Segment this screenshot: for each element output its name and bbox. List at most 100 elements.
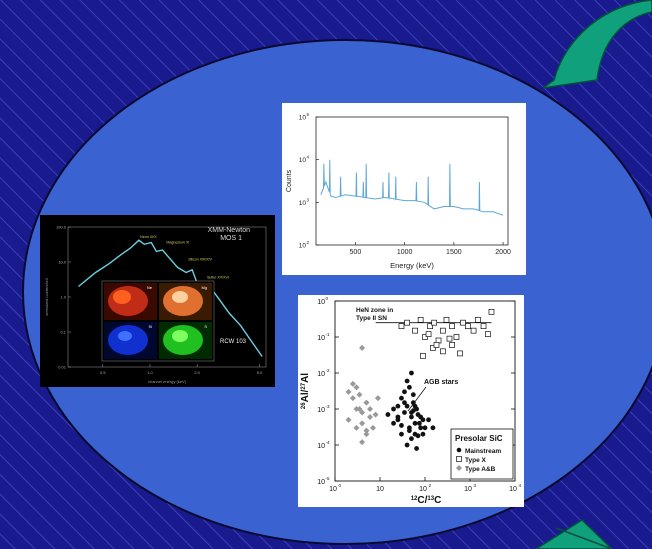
gamma-spectrum-panel: Counts Energy (keV) 10 5 10 4 10 3 10 2 500 1000… <box>282 103 526 275</box>
gamma-x-tick-label: 1500 <box>446 249 462 256</box>
mainstream-point <box>416 420 422 426</box>
xmm-y-tick-label: 100.0 <box>56 225 67 230</box>
sic-y-tick-exp: -5 <box>326 476 330 481</box>
xmm-spectrum-chart: XMM-Newton MOS 1 normalized counts/s/keV… <box>40 215 275 387</box>
sic-x-tick-exp: 3 <box>474 483 477 488</box>
arrow-head-icon <box>534 519 614 549</box>
type-ab-point <box>370 424 377 431</box>
type-ab-point <box>359 409 366 416</box>
type-x-point <box>453 334 460 340</box>
gamma-y-label: Counts <box>286 169 293 192</box>
type-x-point <box>398 323 405 330</box>
xmm-spectrum-line <box>78 239 263 357</box>
type-ab-point <box>353 384 360 391</box>
type-ab-point <box>367 413 374 420</box>
gamma-y-tick-label: 10 <box>299 157 307 164</box>
presolar-sic-panel: 26Al/27Al 12C/13C 10 0 10 -1 10 -2 10 -3 10 -4 10-… <box>298 295 524 507</box>
mainstream-point <box>395 403 401 409</box>
type-x-point <box>470 327 477 334</box>
type-ab-point <box>367 406 374 412</box>
type-ab-point <box>359 420 366 427</box>
presolar-sic-chart: 26Al/27Al 12C/13C 10010-110-210-310-410-… <box>300 296 522 506</box>
mainstream-point <box>399 431 404 437</box>
hen-label-1: HeN zone in <box>356 307 393 314</box>
mainstream-point <box>414 446 419 451</box>
sic-y-tick-label: 10 <box>317 479 325 486</box>
type-x-point <box>440 348 446 355</box>
xmm-y-tick-label: 10.0 <box>58 260 67 265</box>
sic-y-tick-label: 10 <box>317 443 325 450</box>
xmm-line-label: Sulfur XV/XVI <box>207 275 229 279</box>
type-x-point <box>457 350 463 357</box>
sic-x-tick-exp: 4 <box>519 483 522 488</box>
xmm-spectrum-panel: XMM-Newton MOS 1 normalized counts/s/keV… <box>40 215 275 387</box>
inset-label-mg: Mg <box>201 285 207 290</box>
type-ab-point <box>356 406 363 412</box>
type-ab-point <box>353 424 360 431</box>
legend-mainstream: Mainstream <box>465 448 501 455</box>
mainstream-point <box>409 436 414 442</box>
sic-y-tick-exp: -3 <box>326 404 330 409</box>
mainstream-point <box>418 425 424 431</box>
type-x-point <box>412 327 418 334</box>
gamma-spectrum-line <box>320 159 504 216</box>
xmm-y-tick-label: 0.01 <box>58 365 67 370</box>
type-ab-point <box>372 411 379 418</box>
type-ab-point <box>359 439 366 446</box>
xmm-title-2: MOS 1 <box>220 235 242 242</box>
inset-label-si: Si <box>148 324 152 329</box>
xmm-y-label: normalized counts/s/keV <box>45 277 49 316</box>
mainstream-point <box>402 410 407 415</box>
xmm-x-tick-label: 1.0 <box>147 370 153 375</box>
type-ab-point <box>363 431 370 438</box>
xmm-line-label: Silicon XIII/XIV <box>188 258 212 262</box>
agb-label: AGB stars <box>424 379 458 386</box>
type-x-point <box>488 308 495 315</box>
mainstream-point <box>406 428 412 434</box>
mainstream-point <box>399 423 404 428</box>
type-x-point <box>431 319 438 326</box>
gamma-plot-frame <box>315 116 509 246</box>
sic-x-tick-label: 10 <box>509 486 517 493</box>
legend-type-ab: Type A&B <box>465 466 496 473</box>
mainstream-point <box>420 431 426 437</box>
xmm-line-label: Neon IX/X <box>140 235 157 239</box>
xmm-insets: Ne Mg Si S <box>101 280 215 362</box>
mainstream-point <box>385 412 391 417</box>
sic-legend: Presolar SiC Mainstream Type X Type A&B <box>450 428 514 480</box>
type-x-point <box>427 323 433 330</box>
hen-label-2: Type II SN <box>356 315 387 322</box>
inset-label-s: S <box>204 324 207 329</box>
sic-x-tick-label: 10 <box>376 486 384 493</box>
type-x-point <box>425 331 432 337</box>
xmm-line-label: Magnesium XI <box>166 240 189 244</box>
gamma-y-tick-label: 10 <box>299 115 307 122</box>
type-x-point <box>422 334 428 340</box>
sic-x-tick-exp: 0 <box>339 483 342 488</box>
mainstream-point <box>395 414 401 420</box>
mainstream-point <box>404 378 410 384</box>
sic-y-tick-label: 10 <box>317 407 325 414</box>
type-ab-point <box>349 395 356 402</box>
agb-pointer <box>407 386 427 412</box>
sic-x-tick-label: 10 <box>329 486 337 493</box>
gamma-x-tick-label: 500 <box>350 249 362 256</box>
type-ab-point <box>353 406 360 412</box>
type-x-point <box>420 352 426 359</box>
mainstream-point <box>409 414 414 420</box>
xmm-x-label: channel energy (keV) <box>148 379 187 384</box>
mainstream-point <box>406 384 412 390</box>
mainstream-point <box>409 370 414 376</box>
gamma-y-tick-exp: 5 <box>307 112 310 117</box>
type-x-point <box>465 323 471 330</box>
mainstream-point <box>402 400 407 406</box>
mainstream-point <box>402 389 407 395</box>
mainstream-point <box>426 417 431 423</box>
curved-arrow-icon <box>542 0 652 89</box>
gamma-y-tick-label: 10 <box>299 200 307 207</box>
type-ab-point <box>345 416 352 423</box>
legend-type-x: Type X <box>465 457 486 464</box>
gamma-y-tick-exp: 3 <box>307 197 310 202</box>
sic-x-label: 12C/13C <box>411 495 442 506</box>
